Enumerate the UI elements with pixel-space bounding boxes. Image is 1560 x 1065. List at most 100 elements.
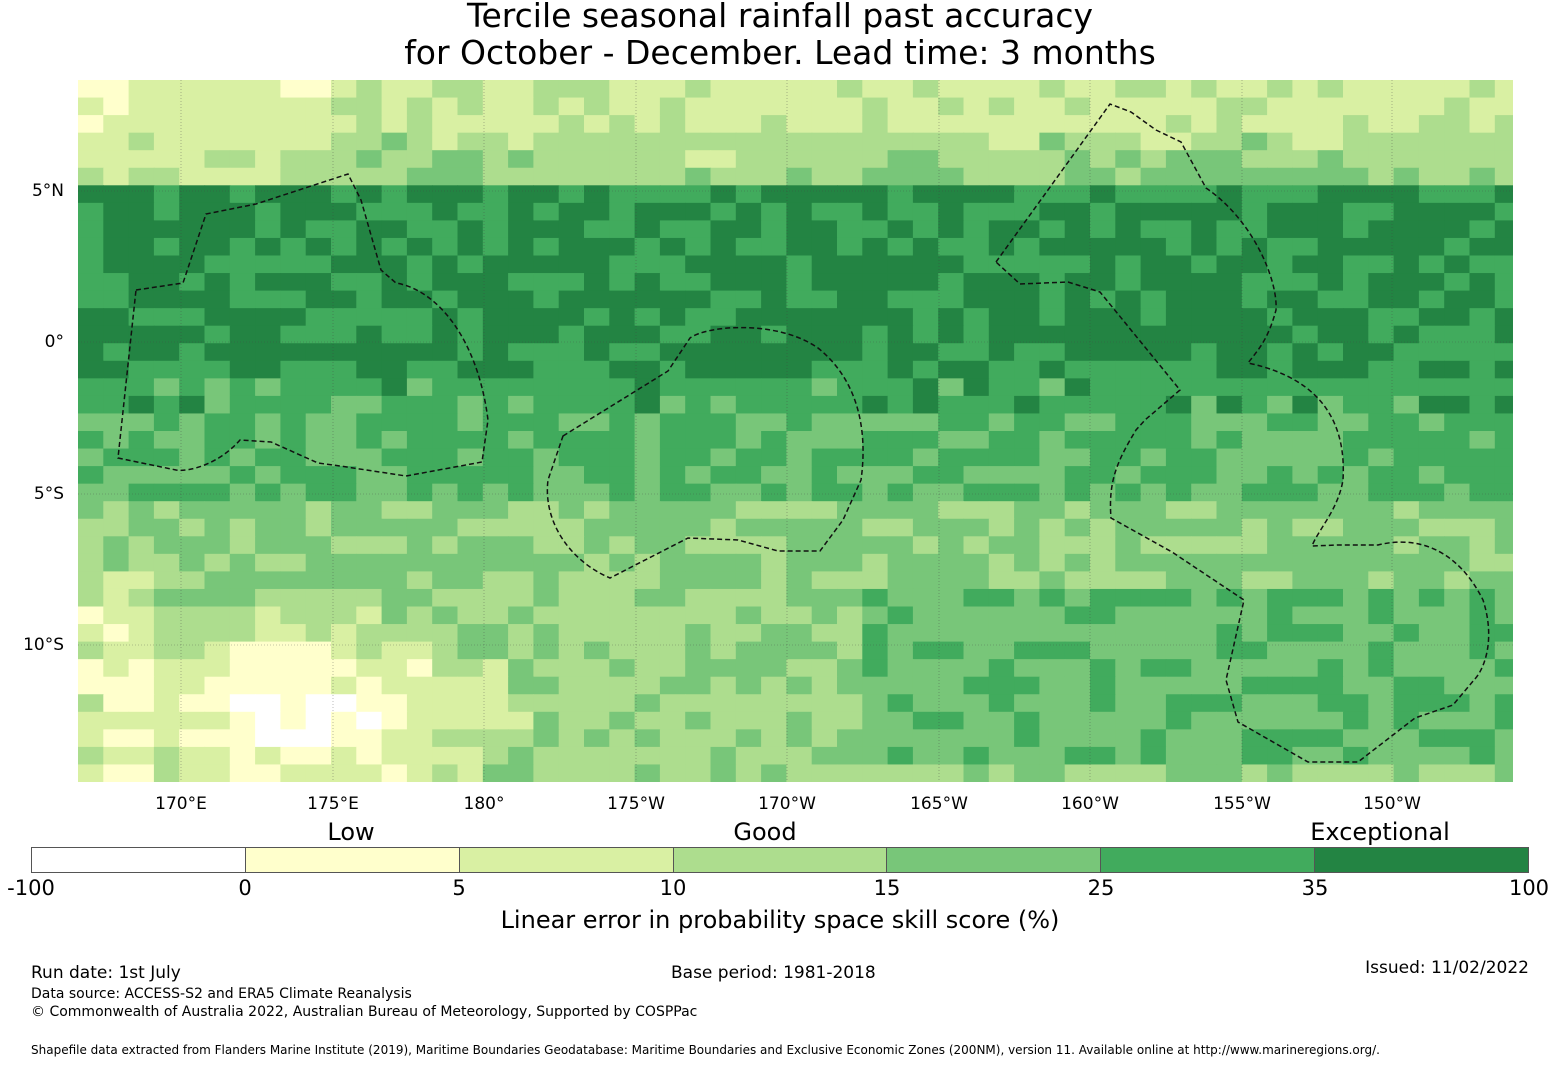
grid-cell [811,413,838,432]
grid-cell [1090,80,1116,99]
grid-cell [432,167,459,186]
grid-cell [179,343,206,362]
grid-cell [1090,378,1116,397]
grid-cell [153,764,180,782]
grid-cell [1343,641,1369,660]
grid-cell [1140,308,1167,327]
grid-cell [735,659,762,678]
grid-cell [1039,466,1066,485]
grid-cell [558,395,585,415]
grid-cell [255,115,281,134]
grid-cell [988,659,1015,678]
grid-cell [1292,483,1319,502]
grid-cell [1090,553,1116,572]
grid-cell [78,360,104,379]
grid-cell [761,518,787,537]
grid-cell [963,746,990,766]
grid-cell [1115,395,1142,415]
grid-cell [811,360,838,379]
grid-cell [1393,746,1420,766]
grid-cell [406,536,433,555]
grid-cell [255,395,281,415]
grid-cell [558,536,585,555]
colorbar-segment-6 [1101,848,1316,872]
grid-cell [811,676,838,695]
grid-cell [533,202,560,221]
grid-cell [533,764,560,782]
grid-cell [1267,132,1293,151]
grid-cell [457,185,484,204]
grid-cell [331,659,357,678]
grid-cell [128,202,155,221]
grid-cell [533,273,560,292]
grid-cell [887,553,914,572]
grid-cell [1014,553,1040,572]
grid-cell [1216,746,1243,766]
grid-cell [1393,483,1420,502]
grid-cell [432,588,459,608]
grid-cell [1064,343,1091,362]
grid-cell [963,448,990,467]
grid-cell [1115,343,1142,362]
grid-cell [179,413,206,432]
grid-cell [1140,202,1167,221]
grid-cell [204,97,231,116]
grid-cell [1317,185,1344,204]
grid-cell [558,325,585,344]
grid-cell [1267,80,1293,99]
grid-cell [988,395,1015,415]
grid-cell [508,395,534,415]
grid-cell [584,290,610,309]
grid-cell [432,431,459,450]
grid-cell [1267,624,1293,643]
grid-cell [1191,97,1218,116]
grid-cell [1469,448,1496,467]
grid-cell [482,378,509,397]
grid-cell [1494,448,1513,467]
grid-cell [862,431,889,450]
grid-cell [103,676,130,695]
grid-cell [988,308,1015,327]
grid-cell [1292,676,1319,695]
grid-cell [229,536,256,555]
grid-cell [1469,641,1496,660]
grid-cell [255,448,281,467]
grid-cell [887,290,914,309]
grid-cell [356,431,383,450]
grid-cell [1115,729,1142,748]
grid-cell [204,624,231,643]
grid-cell [482,764,509,782]
grid-cell [153,237,180,257]
grid-cell [229,378,256,397]
grid-cell [988,764,1015,782]
grid-cell [204,325,231,344]
grid-cell [1115,501,1142,520]
grid-cell [786,290,813,309]
grid-cell [1317,606,1344,625]
grid-cell [1014,360,1040,379]
grid-cell [811,536,838,555]
grid-cell [204,80,231,99]
grid-cell [229,255,256,274]
lon-label-170w: 170°W [758,794,816,814]
grid-cell [1292,553,1319,572]
grid-cell [963,553,990,572]
grid-cell [963,431,990,450]
grid-cell [837,115,863,134]
grid-cell [1267,431,1293,450]
grid-cell [229,571,256,590]
grid-cell [1115,378,1142,397]
grid-cell [1292,202,1319,221]
grid-cell [533,676,560,695]
grid-cell [1444,237,1471,257]
grid-cell [1140,764,1167,782]
grid-cell [1191,466,1218,485]
grid-cell [1140,588,1167,608]
grid-cell [887,694,914,713]
grid-cell [811,448,838,467]
grid-cell [78,448,104,467]
grid-cell [938,606,965,625]
grid-cell [1039,659,1066,678]
grid-cell [558,80,585,99]
grid-cell [1241,571,1268,590]
